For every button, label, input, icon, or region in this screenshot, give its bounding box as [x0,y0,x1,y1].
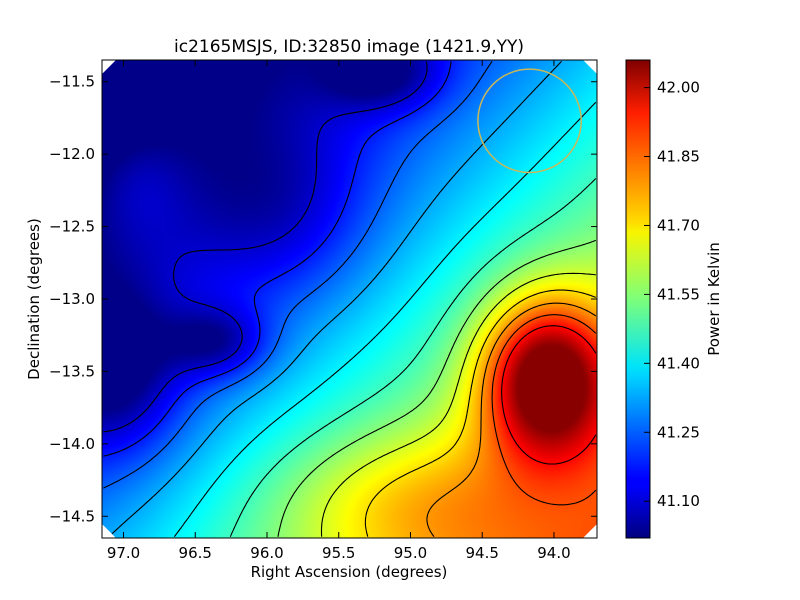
chart-title: ic2165MSJS, ID:32850 image (1421.9,YY) [174,37,524,57]
contour-line [320,272,596,537]
colorbar-tick-label: 41.70 [657,216,700,234]
x-axis: 97.0 96.5 96.0 95.5 95.0 94.5 94.0 [107,60,571,562]
y-axis: −11.5 −12.0 −12.5 −13.0 −13.5 −14.0 −14.5 [49,73,597,525]
colorbar-tick-label: 41.55 [657,285,700,303]
x-tick-label: 95.5 [322,544,355,562]
colorbar-tick-label: 41.40 [657,354,700,372]
x-tick-label: 97.0 [107,544,140,562]
corner-mask [102,60,116,74]
colorbar: 42.00 41.85 41.70 41.55 41.40 41.25 41.10 Powe… [625,59,723,539]
y-tick-label: −14.0 [49,435,95,453]
contour-line [103,60,493,489]
contour-line [108,60,562,538]
marker-circle [477,68,582,174]
contour-line [364,289,596,537]
x-axis-label: Right Ascension (degrees) [251,563,448,581]
y-tick-label: −11.5 [49,73,95,91]
x-tick-label: 94.5 [466,544,499,562]
y-tick-label: −13.5 [49,362,95,380]
colorbar-tick-label: 41.85 [657,148,700,166]
corner-mask [583,60,597,74]
y-tick-label: −12.0 [49,145,95,163]
colorbar-tick-label: 41.10 [657,492,700,510]
contour-line [103,61,428,433]
y-axis-label: Declination (degrees) [25,218,43,380]
corner-mask [583,524,597,538]
x-tick-label: 94.0 [537,544,570,562]
contour-line [491,314,597,538]
y-tick-label: −14.5 [49,507,95,525]
corner-mask [102,524,116,538]
contour-lines [103,60,597,538]
y-tick-label: −13.0 [49,290,95,308]
contour-line [277,239,596,537]
contour-line [173,101,597,538]
contour-line [426,302,597,538]
plot-area [101,59,598,539]
colorbar-label: Power in Kelvin [705,242,723,356]
corner-masks [102,60,597,538]
contour-line [501,325,597,465]
x-tick-label: 95.0 [394,544,427,562]
colorbar-gradient [625,59,651,539]
heatmap [102,60,597,538]
colorbar-tick-label: 42.00 [657,79,700,97]
colorbar-ticks: 42.00 41.85 41.70 41.55 41.40 41.25 41.10 [644,79,700,510]
x-tick-label: 96.5 [179,544,212,562]
x-tick-label: 96.0 [250,544,283,562]
contour-line [229,178,597,537]
y-tick-label: −12.5 [49,218,95,236]
contour-line [103,61,452,457]
colorbar-tick-label: 41.25 [657,423,700,441]
